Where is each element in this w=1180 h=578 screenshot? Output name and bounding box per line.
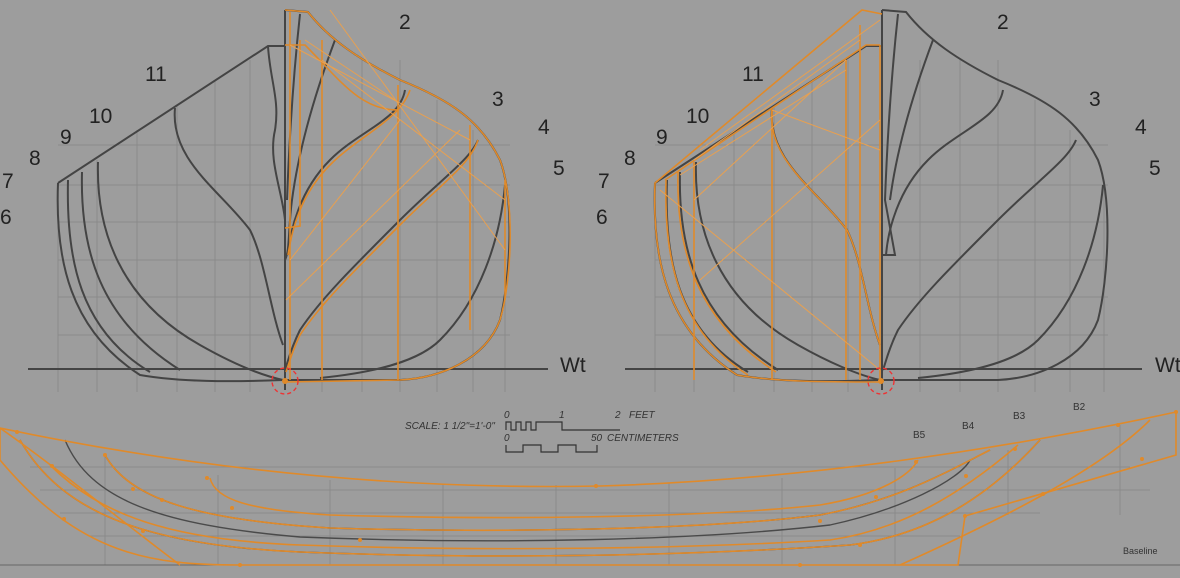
- station-label-5: 5: [553, 157, 565, 180]
- station-label-10: 10: [89, 105, 112, 128]
- origin-handle-icon[interactable]: [867, 367, 895, 395]
- body-plan-right[interactable]: 2 3 4 5 6 7 8 9 10 11 Wt: [596, 9, 1180, 395]
- selected-mesh-edges: [285, 9, 506, 301]
- station-label-8: 8: [624, 147, 636, 170]
- station-label-3: 3: [1089, 88, 1101, 111]
- station-label-10: 10: [686, 105, 709, 128]
- station-label-5: 5: [1149, 157, 1161, 180]
- buttock-label-b4: B4: [962, 421, 975, 432]
- waterline-label: Wt: [560, 354, 586, 377]
- cm-unit-label: CENTIMETERS: [607, 433, 679, 444]
- station-label-2: 2: [997, 11, 1009, 34]
- profile-view[interactable]: B5 B4 B3 B2 Baseline: [0, 402, 1180, 567]
- station-label-9: 9: [60, 126, 72, 149]
- station-label-7: 7: [2, 170, 14, 193]
- station-label-11: 11: [145, 63, 167, 86]
- profile-grid: [30, 425, 1150, 565]
- selected-mesh[interactable]: [284, 9, 511, 383]
- body-plan-left[interactable]: 2 3 4 5 6 7 8 9 10 11 Wt: [0, 9, 586, 395]
- hull-sections: [56, 9, 511, 383]
- origin-handle-icon[interactable]: [271, 367, 299, 395]
- feet-tick-0: 0: [504, 410, 510, 421]
- waterline-label: Wt: [1155, 354, 1180, 377]
- baseline-label: Baseline: [1123, 546, 1158, 556]
- cm-scale-bar: [505, 444, 598, 453]
- station-label-4: 4: [538, 116, 550, 139]
- station-label-2: 2: [399, 11, 411, 34]
- selected-profile-mesh[interactable]: [0, 411, 1177, 566]
- station-label-6: 6: [596, 206, 608, 229]
- feet-unit: FEET: [629, 410, 655, 421]
- buttock-label-b5: B5: [913, 430, 926, 441]
- origin-point: [878, 378, 884, 384]
- station-label-6: 6: [0, 206, 12, 229]
- cm-tick-50: 50: [591, 433, 603, 444]
- station-label-9: 9: [656, 126, 668, 149]
- station-label-7: 7: [598, 170, 610, 193]
- origin-point: [282, 378, 288, 384]
- feet-tick-1: 1: [559, 410, 565, 421]
- selected-mesh[interactable]: [653, 9, 883, 383]
- buttock-label-b3: B3: [1013, 411, 1026, 422]
- station-label-3: 3: [492, 88, 504, 111]
- profile-vertices: [15, 410, 1178, 567]
- station-label-4: 4: [1135, 116, 1147, 139]
- scale-legend: SCALE: 1 1/2"=1'-0" 0 1 2 FEET 0 50 CENT…: [405, 410, 679, 453]
- selected-mesh-edges: [659, 19, 881, 371]
- buttock-label-b2: B2: [1073, 402, 1086, 413]
- feet-scale-bar: [505, 421, 620, 431]
- cm-tick-0: 0: [504, 433, 510, 444]
- station-label-11: 11: [742, 63, 764, 86]
- feet-tick-2: 2: [614, 410, 621, 421]
- station-label-8: 8: [29, 147, 41, 170]
- scale-text: SCALE: 1 1/2"=1'-0": [405, 421, 495, 432]
